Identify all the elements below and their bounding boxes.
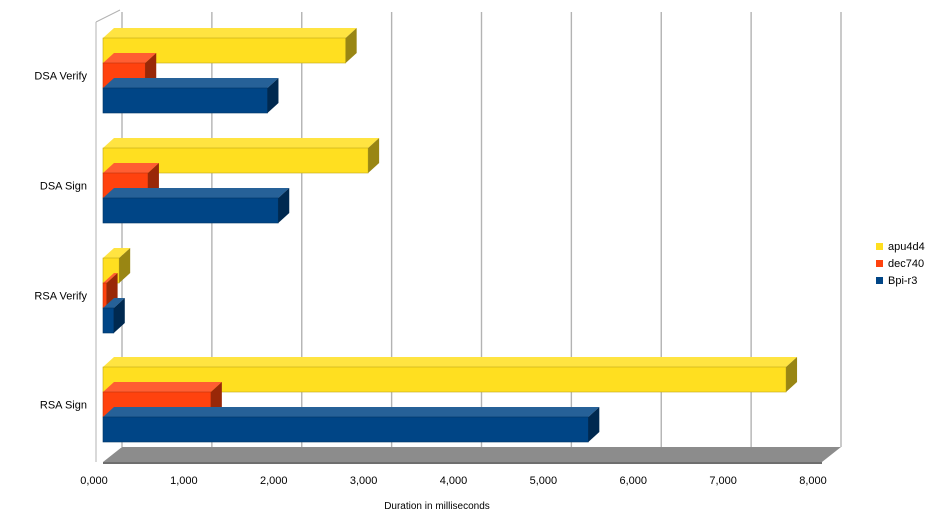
bar-top-face: [103, 53, 157, 63]
bar-end-face: [588, 407, 600, 442]
bar-top-face: [103, 248, 131, 258]
x-tick-label: 8,000: [799, 475, 827, 487]
bar-front-face: [102, 416, 589, 443]
bar-end-face: [368, 138, 380, 173]
category-label: DSA Verify: [34, 71, 87, 83]
legend-label: Bpi-r3: [888, 275, 917, 287]
category-label: RSA Verify: [34, 291, 87, 303]
x-tick-label: 5,000: [530, 475, 558, 487]
bar-Bpi-r3-rsa-verify: [102, 298, 125, 334]
legend-swatch: [876, 260, 883, 267]
bar-Bpi-r3-dsa-sign: [102, 188, 290, 224]
bar-top-face: [103, 357, 798, 367]
bar-end-face: [267, 78, 279, 113]
bar-front-face: [102, 87, 268, 114]
bar-top-face: [103, 138, 380, 148]
chart-floor: [103, 447, 841, 464]
bar-Bpi-r3-dsa-verify: [102, 78, 279, 114]
legend: apu4d4 dec740 Bpi-r3: [876, 241, 925, 287]
bar-top-face: [103, 273, 118, 283]
bar-end-face: [119, 248, 131, 283]
bar-Bpi-r3-rsa-sign: [102, 407, 600, 443]
x-axis-ticks: 0,000 1,000 2,000 3,000 4,000 5,000 6,000 7,000…: [80, 475, 827, 487]
bar-end-face: [786, 357, 798, 392]
bar-top-face: [103, 382, 222, 392]
x-tick-label: 7,000: [709, 475, 737, 487]
category-label: DSA Sign: [40, 181, 87, 193]
x-tick-label: 6,000: [619, 475, 647, 487]
legend-swatch: [876, 277, 883, 284]
bar-top-face: [103, 188, 290, 198]
legend-item-Bpi-r3: Bpi-r3: [876, 275, 917, 287]
x-tick-label: 1,000: [170, 475, 198, 487]
x-tick-label: 0,000: [80, 475, 108, 487]
side-wall-top: [95, 9, 121, 23]
bar-top-face: [103, 78, 279, 88]
bar-front-face: [102, 307, 115, 334]
bar-top-face: [103, 407, 600, 417]
bar-front-face: [102, 197, 279, 224]
x-tick-label: 2,000: [260, 475, 288, 487]
legend-label: apu4d4: [888, 241, 925, 253]
legend-swatch: [876, 243, 883, 250]
bar-top-face: [103, 163, 159, 173]
legend-label: dec740: [888, 258, 924, 270]
bar-end-face: [345, 28, 357, 63]
bar-top-face: [103, 28, 357, 38]
category-label: RSA Sign: [40, 400, 87, 412]
legend-item-apu4d4: apu4d4: [876, 241, 925, 253]
bar-end-face: [278, 188, 290, 223]
bar-top-face: [103, 298, 125, 308]
x-tick-label: 4,000: [440, 475, 468, 487]
bars: [102, 28, 798, 443]
bar-end-face: [113, 298, 125, 333]
y-axis-categories: RSA Sign RSA Verify DSA Sign DSA Verify: [34, 71, 87, 412]
x-axis-title: Duration in milliseconds: [384, 501, 490, 512]
bar-front-face: [102, 282, 107, 309]
floor-edge: [103, 462, 822, 464]
x-tick-label: 3,000: [350, 475, 378, 487]
legend-item-dec740: dec740: [876, 258, 924, 270]
floor-top: [103, 447, 841, 462]
